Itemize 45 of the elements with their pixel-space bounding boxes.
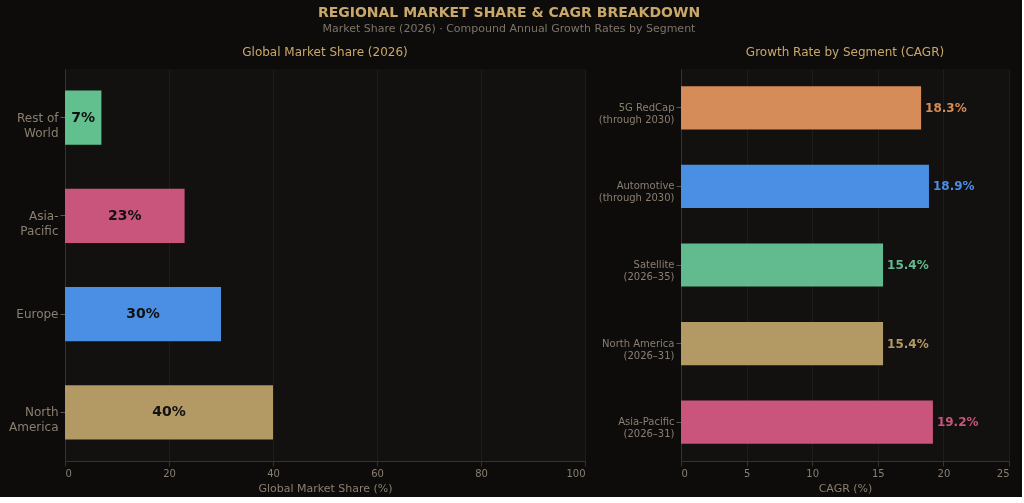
y-tick-label: Europe bbox=[16, 307, 59, 322]
y-tick-label: Satellite (2026–35) bbox=[623, 259, 675, 282]
bar bbox=[681, 86, 922, 130]
bar bbox=[65, 188, 185, 243]
data-label: 40% bbox=[152, 403, 186, 420]
y-tick-label: 5G RedCap (through 2030) bbox=[598, 101, 675, 125]
bar bbox=[681, 164, 929, 209]
data-label: 7% bbox=[71, 108, 96, 125]
x-tick-label: 40 bbox=[267, 467, 280, 479]
x-tick-label: 15 bbox=[871, 467, 885, 479]
data-label: 15.4% bbox=[887, 336, 929, 351]
x-tick-label: 0 bbox=[65, 467, 72, 479]
x-tick-label: 25 bbox=[996, 467, 1010, 479]
x-tick-label: 5 bbox=[743, 467, 751, 479]
x-tick-label: 80 bbox=[475, 467, 488, 479]
y-tick-label: Asia- Pacific bbox=[20, 208, 59, 238]
y-tick-label: North America bbox=[9, 405, 59, 435]
x-axis-title: Global Market Share (%) bbox=[258, 481, 393, 495]
bar bbox=[65, 90, 102, 145]
x-tick-label: 10 bbox=[806, 467, 820, 479]
chart-title: Global Market Share (2026) bbox=[242, 45, 408, 59]
bar bbox=[681, 243, 884, 287]
bar bbox=[681, 400, 933, 444]
text: Market Share (2026) · Compound Annual Growth Rates by Segment bbox=[322, 22, 697, 35]
bar bbox=[65, 385, 273, 440]
y-tick-label: Asia-Pacific (2026–31) bbox=[618, 416, 675, 440]
data-label: 18.3% bbox=[925, 100, 967, 115]
x-tick-label: 60 bbox=[371, 467, 384, 479]
data-label: 19.2% bbox=[936, 415, 979, 430]
bar bbox=[65, 287, 221, 342]
data-label: 30% bbox=[126, 305, 160, 322]
y-tick-label: North America (2026–31) bbox=[602, 337, 675, 361]
x-tick-label: 100 bbox=[566, 467, 586, 479]
data-label: 18.9% bbox=[932, 179, 975, 194]
chart-title: Growth Rate by Segment (CAGR) bbox=[745, 45, 945, 59]
x-tick-label: 0 bbox=[681, 467, 688, 479]
y-tick-label: Automotive (through 2030) bbox=[598, 180, 675, 204]
x-tick-label: 20 bbox=[163, 467, 176, 479]
data-label: 15.4% bbox=[887, 258, 929, 272]
data-label: 23% bbox=[108, 206, 142, 223]
x-axis-title: CAGR (%) bbox=[818, 481, 873, 495]
text: REGIONAL MARKET SHARE & CAGR BREAKDOWN bbox=[317, 4, 701, 20]
x-tick-label: 20 bbox=[937, 467, 951, 479]
y-tick-label: Rest of World bbox=[16, 110, 60, 140]
bar bbox=[681, 321, 884, 366]
